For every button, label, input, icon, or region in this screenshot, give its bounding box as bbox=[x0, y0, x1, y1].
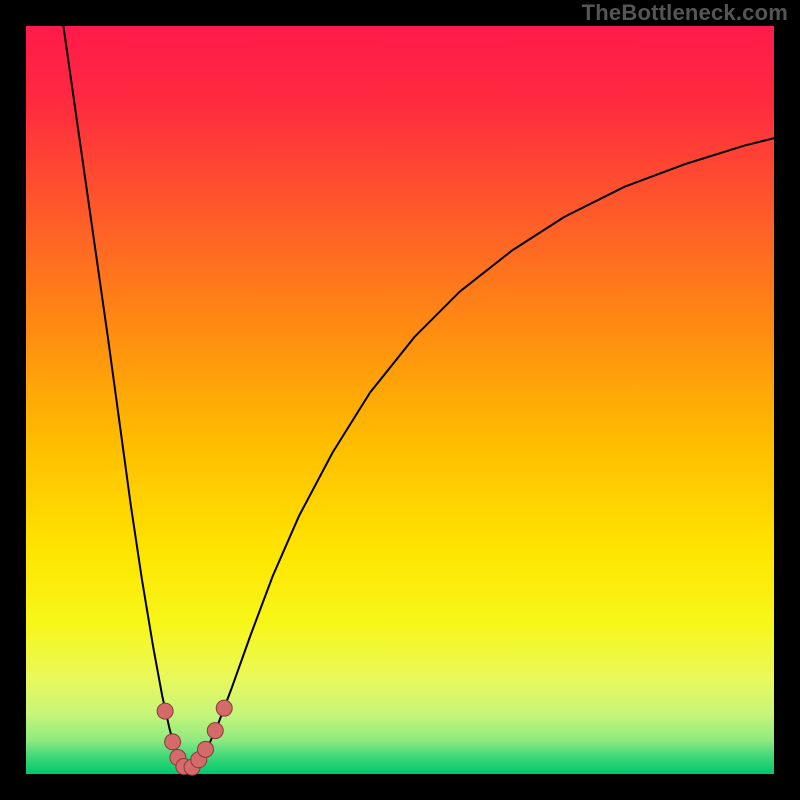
curve-marker bbox=[198, 741, 214, 757]
plot-background bbox=[26, 26, 774, 774]
chart-canvas: TheBottleneck.com bbox=[0, 0, 800, 800]
curve-marker bbox=[207, 723, 223, 739]
bottleneck-curve-chart bbox=[0, 0, 800, 800]
curve-marker bbox=[157, 703, 173, 719]
curve-marker bbox=[216, 700, 232, 716]
curve-marker bbox=[165, 734, 181, 750]
watermark-text: TheBottleneck.com bbox=[582, 0, 788, 26]
